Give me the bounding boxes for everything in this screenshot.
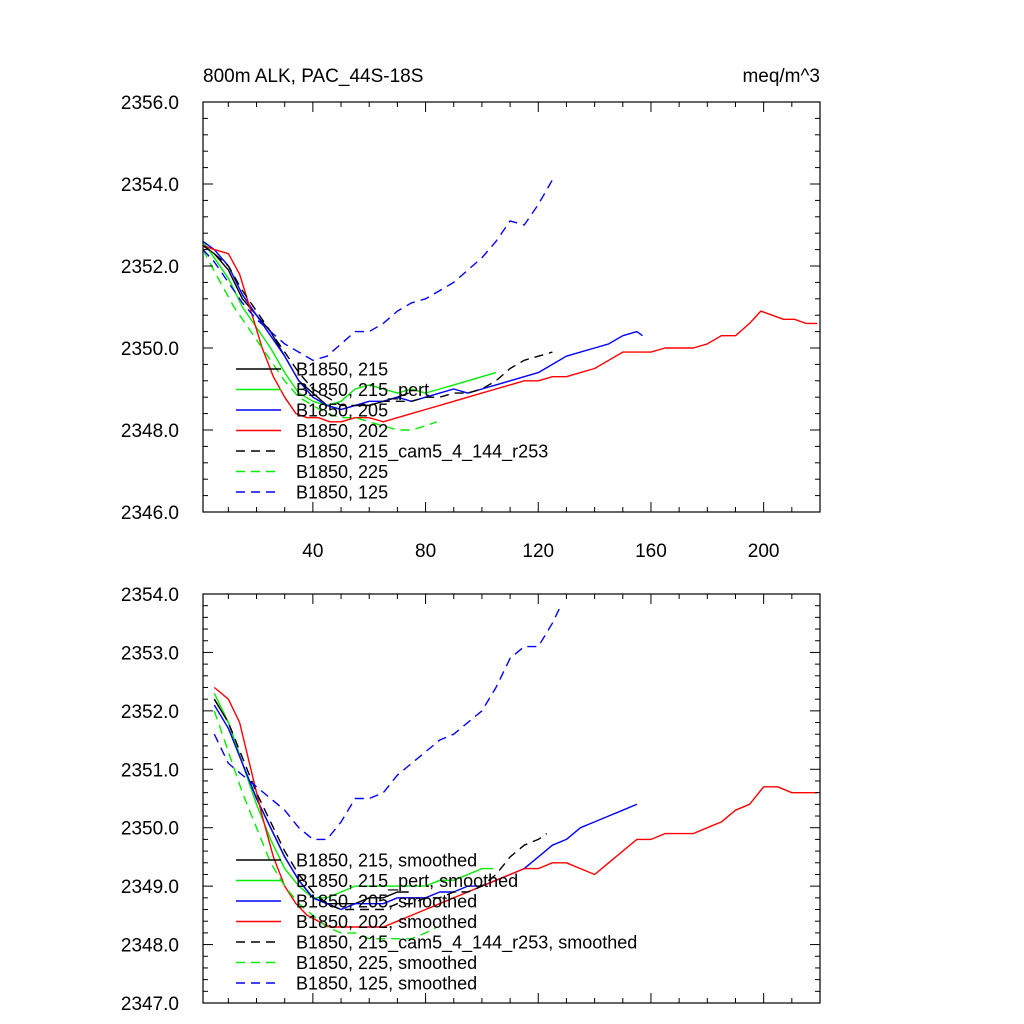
- legend-label: B1850, 215_pert, smoothed: [296, 871, 518, 892]
- y-tick-label: 2348.0: [121, 936, 179, 957]
- y-tick-label: 2348.0: [121, 421, 179, 442]
- bottom-panel: 2347.0 2348.0 2349.0 2350.0 2351.0 2352.0 2353…: [121, 585, 821, 1015]
- series-line-1: [213, 692, 494, 899]
- series-line-5: [213, 710, 438, 940]
- y-tick-label: 2350.0: [121, 339, 179, 360]
- y-tick-label: 2354.0: [121, 585, 179, 606]
- legend-label: B1850, 225: [296, 462, 388, 482]
- y-tick-label: 2352.0: [121, 257, 179, 278]
- y-tick-label: 2346.0: [121, 503, 179, 524]
- y-tick-label: 2356.0: [121, 93, 179, 114]
- y-tick-label: 2347.0: [121, 994, 179, 1015]
- series-line-3: [213, 686, 818, 928]
- y-tick-label: 2352.0: [121, 702, 179, 723]
- series-line-4: [202, 244, 553, 407]
- series-line-3: [202, 244, 818, 423]
- legend-label: B1850, 205, smoothed: [296, 892, 477, 912]
- y-tick-label: 2351.0: [121, 760, 179, 781]
- legend-label: B1850, 215_pert: [296, 380, 429, 401]
- legend-label: B1850, 215_cam5_4_144_r253, smoothed: [296, 933, 637, 954]
- legend-label: B1850, 225, smoothed: [296, 953, 477, 973]
- y-tick-label: 2353.0: [121, 643, 179, 664]
- legend-label: B1850, 215_cam5_4_144_r253: [296, 442, 548, 463]
- x-tick-label: 160: [635, 541, 667, 562]
- series-line-0: [202, 244, 409, 411]
- legend-label: B1850, 202, smoothed: [296, 912, 477, 932]
- series-line-4: [213, 698, 548, 911]
- legend-label: B1850, 205: [296, 401, 388, 421]
- top-panel-units: meq/m^3: [742, 66, 820, 87]
- plot-frame: [202, 101, 821, 513]
- top-panel-title: 800m ALK, PAC_44S-18S: [203, 66, 423, 87]
- series-line-6: [202, 179, 554, 361]
- legend-label: B1850, 215: [296, 360, 388, 380]
- legend-label: B1850, 125: [296, 483, 388, 503]
- series-line-5: [202, 249, 438, 431]
- y-tick-label: 2350.0: [121, 819, 179, 840]
- x-tick-label: 80: [415, 541, 436, 562]
- x-tick-label: 200: [748, 541, 780, 562]
- series-line-6: [213, 605, 562, 841]
- legend-label: B1850, 125, smoothed: [296, 974, 477, 994]
- y-tick-label: 2349.0: [121, 877, 179, 898]
- top-panel: 800m ALK, PAC_44S-18S meq/m^3 2346.0 2348…: [121, 66, 821, 562]
- x-tick-label: 120: [522, 541, 554, 562]
- series-line-1: [202, 241, 497, 407]
- legend-label: B1850, 215, smoothed: [296, 851, 477, 871]
- legend-label: B1850, 202: [296, 421, 388, 441]
- plot-frame: [202, 593, 821, 1004]
- x-tick-label: 40: [302, 541, 323, 562]
- y-tick-label: 2354.0: [121, 175, 179, 196]
